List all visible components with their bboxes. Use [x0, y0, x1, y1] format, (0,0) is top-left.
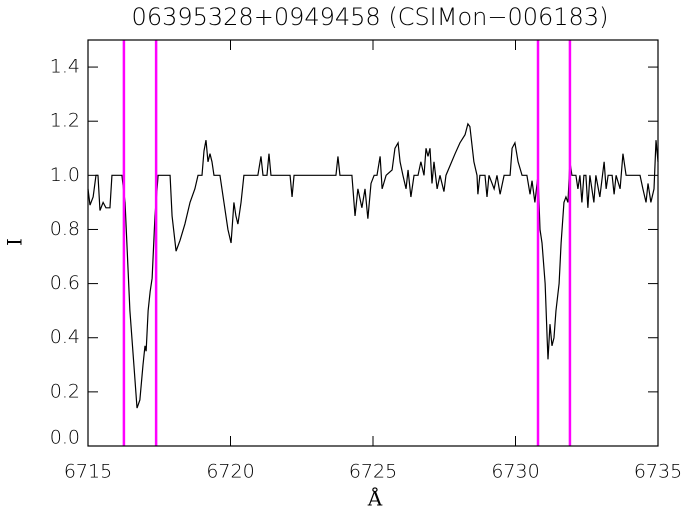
chart-title: 06395328+0949458 (CSIMon−006183)	[132, 3, 609, 31]
x-tick-label: 6715	[64, 461, 112, 483]
x-tick-label: 6720	[206, 461, 254, 483]
y-axis-label: I	[3, 238, 27, 246]
y-tick-label: 1.4	[50, 56, 80, 78]
spectrum-line	[87, 122, 659, 409]
x-tick-label: 6730	[491, 461, 539, 483]
y-tick-label: 0.0	[50, 427, 80, 449]
x-tick-label: 6735	[634, 461, 682, 483]
y-tick-label: 0.6	[50, 272, 80, 294]
y-tick-label: 1.0	[50, 164, 80, 186]
x-tick-label: 6725	[349, 461, 397, 483]
y-tick-label: 1.2	[50, 110, 80, 132]
y-tick-label: 0.2	[50, 380, 80, 402]
x-axis-label: Å	[367, 486, 383, 511]
y-tick-label: 0.4	[50, 326, 80, 348]
y-tick-label: 0.8	[50, 218, 80, 240]
plot-frame	[87, 39, 659, 447]
